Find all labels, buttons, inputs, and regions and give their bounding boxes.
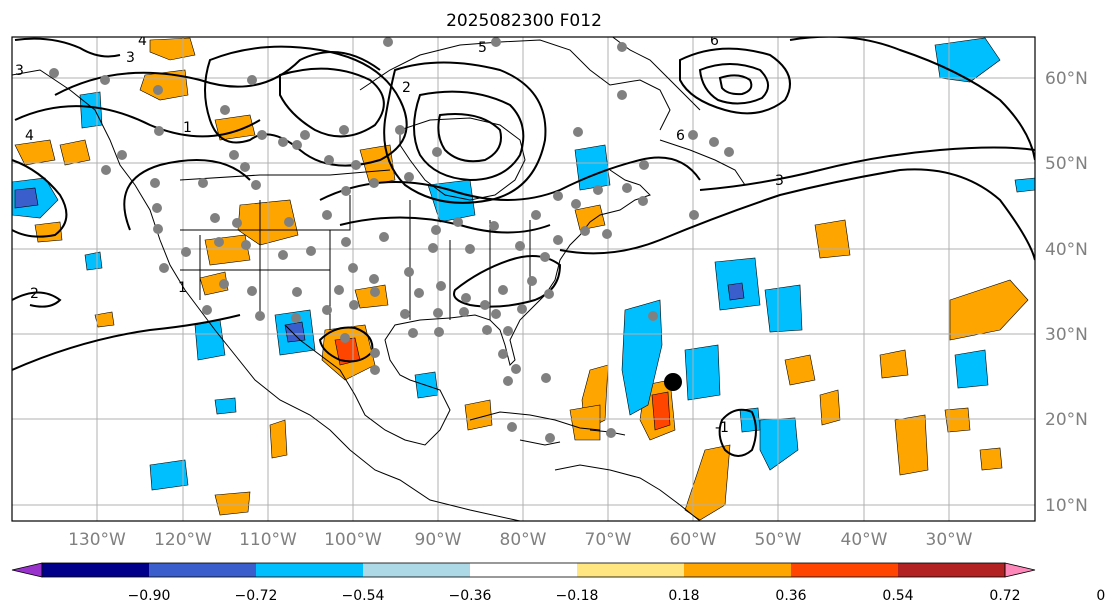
contour-labels: 3 1 5 2 6 6 3 2 1 -1 4 3 4: [15, 33, 784, 436]
colorbar-segment: [791, 563, 898, 577]
lon-label: 60°W: [670, 530, 717, 550]
colorbar-segment: [684, 563, 791, 577]
lon-label: 30°W: [926, 530, 973, 550]
colorbar-labels: −0.90 −0.72 −0.54 −0.36 −0.18 0.18 0.36 0.54 0.7…: [128, 588, 1105, 604]
contour-label: 1: [183, 120, 192, 136]
lon-label: 120°W: [154, 530, 212, 550]
latitude-labels: 10°N 20°N 30°N 40°N 50°N 60°N: [1045, 69, 1088, 516]
lon-label: 50°W: [755, 530, 802, 550]
lon-label: 90°W: [415, 530, 462, 550]
colorbar-extend-high: [1004, 562, 1036, 578]
colorbar-segment: [898, 563, 1005, 577]
contour-label: -1: [715, 420, 729, 436]
longitude-labels: 130°W 120°W 110°W 100°W 90°W 80°W 70°W 6…: [68, 530, 973, 550]
lon-label: 130°W: [68, 530, 126, 550]
lat-label: 60°N: [1045, 69, 1088, 89]
lat-label: 10°N: [1045, 496, 1088, 516]
map-area: 3 1 5 2 6 6 3 2 1 -1 4 3 4: [12, 33, 1035, 521]
colorbar-segment: [149, 563, 256, 577]
map-title: 2025082300 F012: [446, 11, 602, 31]
colorbar-tick-label: −0.54: [342, 588, 385, 604]
colorbar-tick-label: 0.18: [668, 588, 699, 604]
colorbar-tick-label: −0.36: [449, 588, 492, 604]
lon-label: 100°W: [324, 530, 382, 550]
contour-label: 6: [710, 33, 719, 49]
map-frame: [11, 36, 1036, 522]
contour-label: 6: [676, 128, 685, 144]
storm-center-marker: [664, 373, 682, 391]
contour-label: 5: [478, 40, 487, 56]
colorbar-tick-label: −0.72: [235, 588, 278, 604]
contour-label: 2: [30, 286, 39, 302]
lon-label: 80°W: [500, 530, 547, 550]
coastlines: [12, 37, 746, 521]
colorbar-extend-low: [11, 562, 43, 578]
positive-anomaly-shading: [14, 37, 1029, 521]
negative-anomaly-shading: [12, 37, 1035, 491]
lat-label: 30°N: [1045, 325, 1088, 345]
colorbar-tick-label: 0.72: [989, 588, 1020, 604]
colorbar-segment: [363, 563, 470, 577]
contour-label: 4: [138, 33, 147, 49]
contour-lines: [12, 37, 1035, 457]
contour-label: 3: [126, 50, 135, 66]
colorbar-segment: [470, 563, 577, 577]
colorbar-tick-label: 0.36: [775, 588, 806, 604]
lat-label: 20°N: [1045, 410, 1088, 430]
colorbar-segment: [42, 563, 149, 577]
lon-label: 40°W: [841, 530, 888, 550]
colorbar-tick-label: −0.90: [128, 588, 171, 604]
colorbar-tick-label: −0.18: [556, 588, 599, 604]
contour-label: 1: [178, 280, 187, 296]
contour-label: 3: [775, 173, 784, 189]
lat-label: 50°N: [1045, 154, 1088, 174]
colorbar-tick-label: 0.90: [1096, 588, 1105, 604]
colorbar-frame: [41, 562, 1006, 578]
contour-label: 3: [15, 63, 24, 79]
contour-label: 4: [25, 128, 34, 144]
colorbar-tick-label: 0.54: [882, 588, 913, 604]
colorbar-segment: [256, 563, 363, 577]
lon-label: 70°W: [585, 530, 632, 550]
lat-label: 40°N: [1045, 240, 1088, 260]
lon-label: 110°W: [239, 530, 297, 550]
colorbar: [11, 562, 1036, 578]
colorbar-segment: [577, 563, 684, 577]
contour-label: 2: [402, 80, 411, 96]
station-dots: [49, 37, 734, 443]
